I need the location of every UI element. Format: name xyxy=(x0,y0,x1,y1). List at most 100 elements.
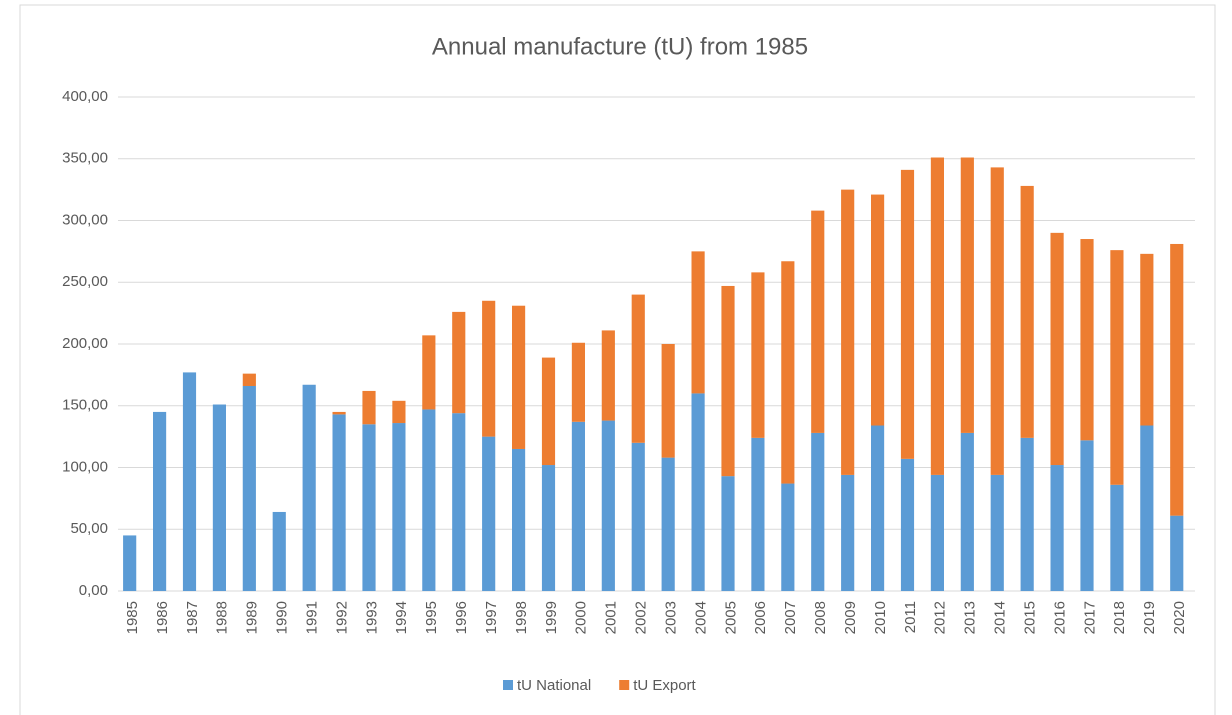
bar-segment xyxy=(691,393,705,591)
bar-segment xyxy=(482,436,496,591)
bar-segment xyxy=(631,294,645,443)
bar-segment xyxy=(781,261,795,484)
bar-segment xyxy=(212,404,226,591)
x-tick-label: 2009 xyxy=(842,601,859,634)
bar-segment xyxy=(751,272,765,438)
x-tick-label: 1989 xyxy=(244,601,261,634)
bar-segment xyxy=(362,390,376,425)
x-tick-label: 1996 xyxy=(453,601,470,634)
x-tick-label: 1985 xyxy=(124,601,141,634)
x-tick-label: 2015 xyxy=(1021,601,1038,634)
bar-segment xyxy=(1140,425,1154,591)
y-tick-label: 0,00 xyxy=(79,582,108,599)
x-tick-label: 1991 xyxy=(303,601,320,634)
x-tick-label: 1987 xyxy=(184,601,201,634)
bar-segment xyxy=(182,372,197,591)
x-tick-label: 2011 xyxy=(902,601,919,633)
bar-segment xyxy=(272,511,286,591)
legend-swatch xyxy=(503,680,513,690)
bar-segment xyxy=(990,167,1004,475)
bar-segment xyxy=(452,311,466,414)
x-tick-label: 1990 xyxy=(274,601,291,634)
bar-segment xyxy=(1170,243,1184,516)
bar-segment xyxy=(242,373,256,386)
y-tick-label: 350,00 xyxy=(62,150,108,167)
y-tick-label: 250,00 xyxy=(62,273,108,290)
x-tick-label: 1997 xyxy=(483,601,500,634)
bar-segment xyxy=(631,442,645,591)
x-tick-label: 2016 xyxy=(1051,601,1068,634)
x-tick-label: 2018 xyxy=(1111,601,1128,634)
x-tick-label: 2019 xyxy=(1141,601,1158,634)
bar-segment xyxy=(1050,465,1064,591)
bar-segment xyxy=(362,424,376,591)
bar-segment xyxy=(601,420,615,591)
bar-segment xyxy=(1110,250,1124,485)
bar-segment xyxy=(601,330,615,421)
x-tick-label: 2003 xyxy=(662,601,679,634)
y-tick-label: 150,00 xyxy=(62,397,108,414)
bar-segment xyxy=(930,157,944,475)
bar-segment xyxy=(1080,440,1094,591)
x-tick-label: 2013 xyxy=(962,601,979,634)
x-tick-label: 2005 xyxy=(722,601,739,634)
bar-segment xyxy=(691,251,705,394)
bar-segment xyxy=(332,414,346,591)
x-tick-label: 1994 xyxy=(393,601,410,634)
bar-segment xyxy=(781,483,795,591)
bar-segment xyxy=(452,413,466,591)
legend-label: tU National xyxy=(517,677,591,694)
bar-segment xyxy=(242,385,256,591)
x-tick-label: 2017 xyxy=(1081,601,1098,634)
bar-segment xyxy=(1020,185,1034,438)
bar-segment xyxy=(990,474,1004,591)
bar-segment xyxy=(123,535,137,591)
bar-segment xyxy=(392,423,406,591)
bar-segment xyxy=(811,210,825,433)
bar-segment xyxy=(721,285,735,477)
bar-segment xyxy=(900,169,915,459)
bar-segment xyxy=(661,344,675,458)
y-tick-label: 200,00 xyxy=(62,335,108,352)
x-tick-label: 1988 xyxy=(214,601,231,634)
x-tick-label: 2001 xyxy=(603,601,620,634)
chart-frame xyxy=(19,4,1216,715)
bar-segment xyxy=(960,157,974,433)
bar-segment xyxy=(422,335,436,410)
y-tick-label: 400,00 xyxy=(62,88,108,105)
bar-segment xyxy=(751,437,765,591)
x-tick-label: 1992 xyxy=(333,601,350,634)
bar-segment xyxy=(571,421,585,591)
bar-segment xyxy=(512,305,526,449)
y-tick-label: 300,00 xyxy=(62,211,108,228)
bar-segment xyxy=(811,432,825,591)
bar-segment xyxy=(900,458,915,591)
x-tick-label: 2006 xyxy=(752,601,769,634)
x-tick-label: 2012 xyxy=(932,601,949,634)
bar-segment xyxy=(512,448,526,591)
bar-segment xyxy=(332,411,346,415)
bar-segment xyxy=(871,194,885,426)
bar-segment xyxy=(1140,253,1154,426)
bar-segment xyxy=(302,384,316,591)
bar-segment xyxy=(153,411,167,591)
bar-segment xyxy=(960,432,974,591)
x-tick-label: 2020 xyxy=(1171,601,1188,634)
chart-title: Annual manufacture (tU) from 1985 xyxy=(432,33,808,60)
x-tick-label: 1999 xyxy=(543,601,560,634)
bar-segment xyxy=(930,474,944,591)
x-tick-label: 2008 xyxy=(812,601,829,634)
x-tick-label: 2000 xyxy=(573,601,590,634)
bar-segment xyxy=(1080,239,1094,441)
bar-segment xyxy=(1020,437,1034,591)
bar-segment xyxy=(871,425,885,591)
bar-segment xyxy=(541,465,556,591)
x-tick-label: 2014 xyxy=(992,601,1009,634)
bar-segment xyxy=(571,342,585,422)
x-tick-label: 1995 xyxy=(423,601,440,634)
x-tick-label: 2002 xyxy=(633,601,650,634)
bar-segment xyxy=(841,474,855,591)
x-tick-label: 1998 xyxy=(513,601,530,634)
bar-segment xyxy=(721,476,735,591)
